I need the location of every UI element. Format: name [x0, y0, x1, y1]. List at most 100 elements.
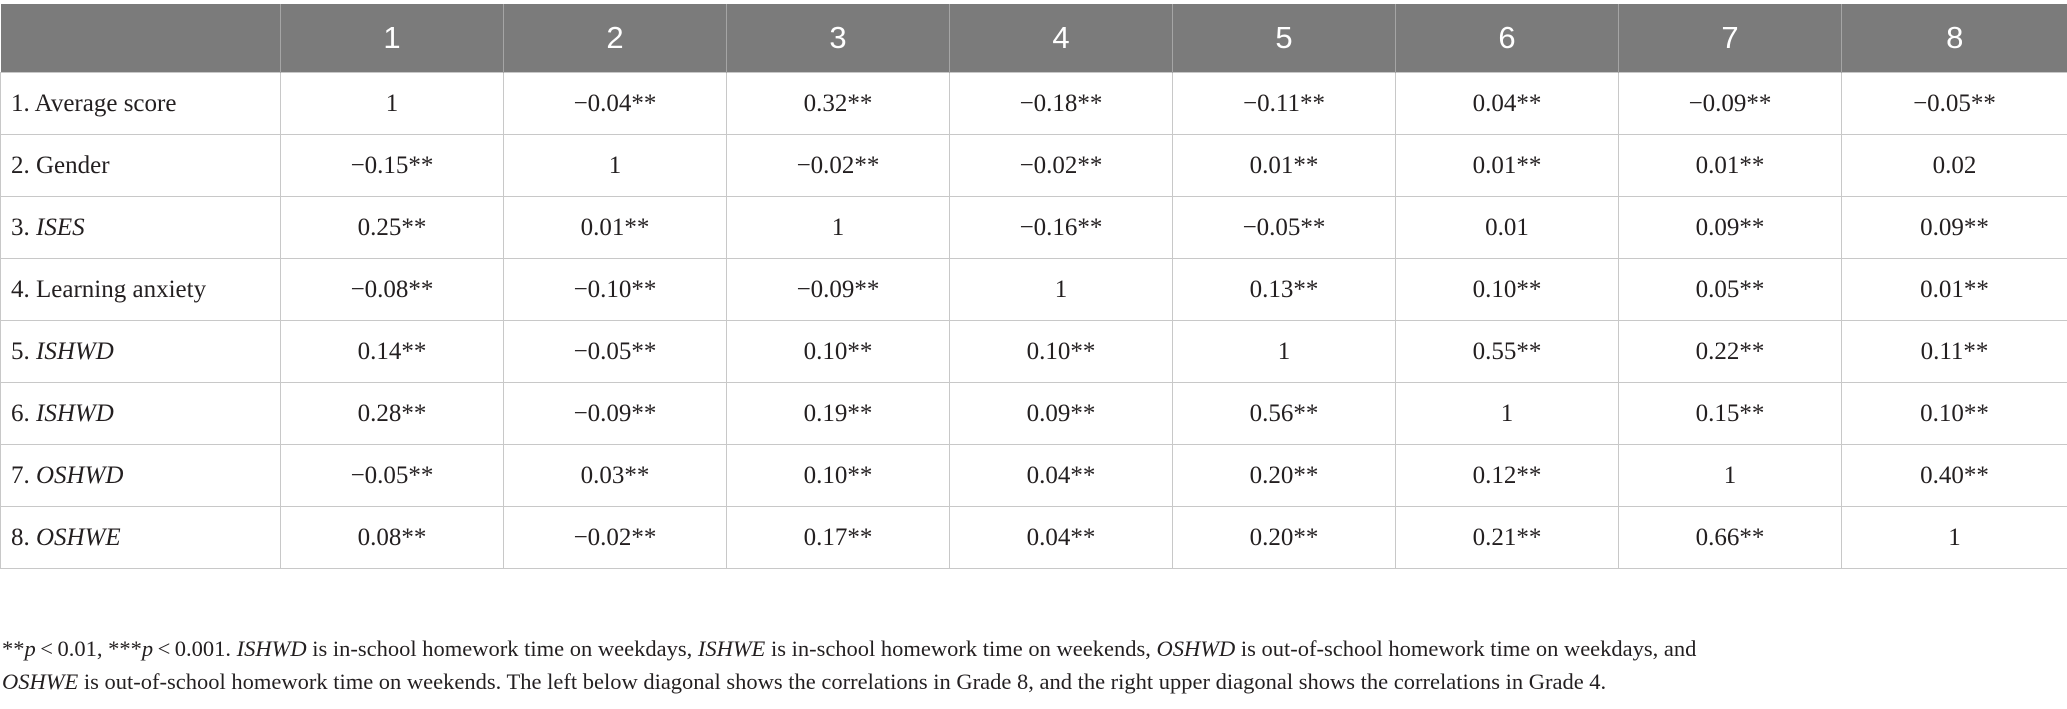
- row-variable-name: OSHWD: [36, 461, 124, 489]
- row-variable-name: OSHWE: [36, 523, 121, 551]
- column-header-6: 6: [1395, 4, 1619, 73]
- correlation-cell: 0.12**: [1395, 444, 1619, 507]
- correlation-cell: 0.11**: [1841, 320, 2067, 383]
- correlation-cell: 0.19**: [726, 382, 950, 445]
- row-label: 5. ISHWD: [0, 320, 281, 383]
- row-label: 8. OSHWE: [0, 506, 281, 569]
- correlation-cell: 1: [949, 258, 1173, 321]
- correlation-cell: 0.10**: [726, 320, 950, 383]
- table-row: 2. Gender −0.15** 1 −0.02** −0.02** 0.01** 0.0…: [0, 134, 2067, 197]
- correlation-cell: 1: [280, 72, 504, 135]
- correlation-cell: 0.20**: [1172, 444, 1396, 507]
- row-number: 2.: [11, 151, 30, 179]
- table-row: 4. Learning anxiety −0.08** −0.10** −0.09**…: [0, 258, 2067, 321]
- table-body: 1. Average score 1 −0.04** 0.32** −0.18** −0.…: [0, 72, 2067, 569]
- correlation-cell: 1: [503, 134, 727, 197]
- correlation-cell: −0.09**: [1618, 72, 1842, 135]
- column-header-1: 1: [280, 4, 504, 73]
- correlation-cell: 0.08**: [280, 506, 504, 569]
- correlation-cell: 0.01**: [1395, 134, 1619, 197]
- row-variable-name: ISHWD: [36, 337, 114, 365]
- correlation-cell: −0.05**: [280, 444, 504, 507]
- correlation-cell: 0.01: [1395, 196, 1619, 259]
- correlation-cell: −0.15**: [280, 134, 504, 197]
- correlation-cell: 0.04**: [949, 506, 1173, 569]
- column-header-8: 8: [1841, 4, 2067, 73]
- row-number: 3.: [11, 213, 30, 241]
- correlation-cell: 0.05**: [1618, 258, 1842, 321]
- correlation-cell: 1: [1172, 320, 1396, 383]
- correlation-cell: 0.55**: [1395, 320, 1619, 383]
- correlation-cell: 0.04**: [949, 444, 1173, 507]
- correlation-cell: −0.02**: [949, 134, 1173, 197]
- row-label: 1. Average score: [0, 72, 281, 135]
- correlation-cell: 0.09**: [1841, 196, 2067, 259]
- correlation-cell: 1: [1395, 382, 1619, 445]
- correlation-cell: −0.10**: [503, 258, 727, 321]
- correlation-cell: −0.02**: [503, 506, 727, 569]
- header-corner-cell: [0, 4, 281, 73]
- table-row: 1. Average score 1 −0.04** 0.32** −0.18** −0.…: [0, 72, 2067, 135]
- row-variable-name: ISHWD: [36, 399, 114, 427]
- correlation-cell: 0.17**: [726, 506, 950, 569]
- table-footnote: **p < 0.01, ***p < 0.001. ISHWD is in-sc…: [2, 632, 2062, 698]
- correlation-cell: 1: [726, 196, 950, 259]
- row-number: 1.: [11, 89, 30, 117]
- row-variable-name: ISES: [36, 213, 85, 241]
- footnote-line-1: **p < 0.01, ***p < 0.001. ISHWD is in-sc…: [2, 636, 1697, 661]
- correlation-cell: −0.05**: [1172, 196, 1396, 259]
- correlation-cell: 1: [1618, 444, 1842, 507]
- table-row: 3. ISES 0.25** 0.01** 1 −0.16** −0.05** 0.01 0.…: [0, 196, 2067, 259]
- row-number: 4.: [11, 275, 30, 303]
- row-number: 8.: [11, 523, 30, 551]
- correlation-cell: −0.09**: [726, 258, 950, 321]
- row-variable-name: Gender: [36, 151, 110, 179]
- correlation-cell: 0.01**: [1841, 258, 2067, 321]
- column-header-2: 2: [503, 4, 727, 73]
- row-variable-name: Learning anxiety: [36, 275, 207, 303]
- correlation-cell: 0.10**: [1841, 382, 2067, 445]
- correlation-cell: 0.66**: [1618, 506, 1842, 569]
- footnote-line-2: OSHWE is out-of-school homework time on …: [2, 669, 1607, 694]
- correlation-cell: 0.56**: [1172, 382, 1396, 445]
- correlation-cell: 0.01**: [1618, 134, 1842, 197]
- row-number: 5.: [11, 337, 30, 365]
- row-label: 2. Gender: [0, 134, 281, 197]
- correlation-cell: −0.05**: [1841, 72, 2067, 135]
- table-row: 6. ISHWD 0.28** −0.09** 0.19** 0.09** 0.56** 1…: [0, 382, 2067, 445]
- correlation-cell: 0.09**: [949, 382, 1173, 445]
- correlation-cell: −0.16**: [949, 196, 1173, 259]
- correlation-cell: 0.01**: [1172, 134, 1396, 197]
- correlation-cell: −0.04**: [503, 72, 727, 135]
- correlation-cell: 0.04**: [1395, 72, 1619, 135]
- correlation-cell: 0.09**: [1618, 196, 1842, 259]
- correlation-cell: 0.28**: [280, 382, 504, 445]
- correlation-cell: −0.02**: [726, 134, 950, 197]
- correlation-cell: 1: [1841, 506, 2067, 569]
- column-header-7: 7: [1618, 4, 1842, 73]
- correlation-cell: 0.21**: [1395, 506, 1619, 569]
- column-header-5: 5: [1172, 4, 1396, 73]
- table-row: 7. OSHWD −0.05** 0.03** 0.10** 0.04** 0.20** 0…: [0, 444, 2067, 507]
- table-row: 8. OSHWE 0.08** −0.02** 0.17** 0.04** 0.20** 0…: [0, 506, 2067, 569]
- correlation-cell: 0.03**: [503, 444, 727, 507]
- row-label: 3. ISES: [0, 196, 281, 259]
- correlation-cell: 0.02: [1841, 134, 2067, 197]
- correlation-cell: 0.14**: [280, 320, 504, 383]
- correlation-cell: 0.10**: [949, 320, 1173, 383]
- column-header-3: 3: [726, 4, 950, 73]
- correlation-cell: −0.05**: [503, 320, 727, 383]
- row-label: 4. Learning anxiety: [0, 258, 281, 321]
- row-label: 6. ISHWD: [0, 382, 281, 445]
- correlation-cell: 0.15**: [1618, 382, 1842, 445]
- correlation-cell: 0.10**: [726, 444, 950, 507]
- row-number: 7.: [11, 461, 30, 489]
- row-label: 7. OSHWD: [0, 444, 281, 507]
- correlation-cell: 0.25**: [280, 196, 504, 259]
- correlation-cell: 0.32**: [726, 72, 950, 135]
- correlation-cell: 0.10**: [1395, 258, 1619, 321]
- correlation-cell: 0.40**: [1841, 444, 2067, 507]
- correlation-cell: −0.11**: [1172, 72, 1396, 135]
